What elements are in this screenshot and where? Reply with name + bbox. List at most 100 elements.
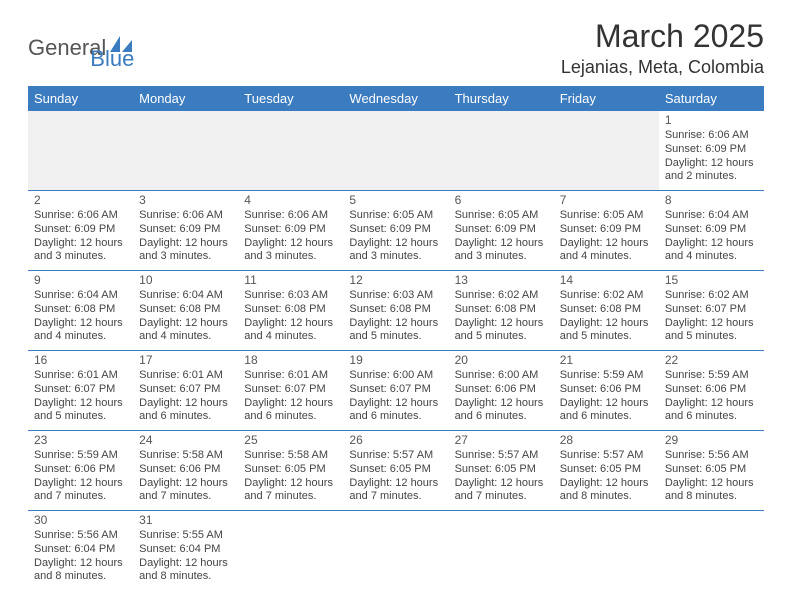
- calendar-cell: [343, 511, 448, 591]
- calendar-cell: 30Sunrise: 5:56 AMSunset: 6:04 PMDayligh…: [28, 511, 133, 591]
- sunset-text: Sunset: 6:09 PM: [349, 223, 442, 237]
- sunset-text: Sunset: 6:05 PM: [665, 463, 758, 477]
- day-number: 8: [665, 193, 758, 208]
- weekday-header: Tuesday: [238, 86, 343, 111]
- daylight-text: Daylight: 12 hours: [139, 237, 232, 251]
- sunrise-text: Sunrise: 5:56 AM: [665, 449, 758, 463]
- daylight-text: and 8 minutes.: [560, 490, 653, 504]
- daylight-text: Daylight: 12 hours: [34, 477, 127, 491]
- daylight-text: and 5 minutes.: [34, 410, 127, 424]
- sunrise-text: Sunrise: 6:06 AM: [665, 129, 758, 143]
- daylight-text: Daylight: 12 hours: [455, 397, 548, 411]
- sunset-text: Sunset: 6:06 PM: [560, 383, 653, 397]
- sunrise-text: Sunrise: 5:59 AM: [665, 369, 758, 383]
- page-header: General Blue March 2025 Lejanias, Meta, …: [28, 18, 764, 78]
- sunrise-text: Sunrise: 5:55 AM: [139, 529, 232, 543]
- weekday-header: Saturday: [659, 86, 764, 111]
- day-number: 25: [244, 433, 337, 448]
- daylight-text: Daylight: 12 hours: [349, 397, 442, 411]
- daylight-text: Daylight: 12 hours: [560, 317, 653, 331]
- sunrise-text: Sunrise: 6:06 AM: [34, 209, 127, 223]
- sunrise-text: Sunrise: 6:01 AM: [244, 369, 337, 383]
- calendar-cell: 10Sunrise: 6:04 AMSunset: 6:08 PMDayligh…: [133, 271, 238, 351]
- calendar-cell: 22Sunrise: 5:59 AMSunset: 6:06 PMDayligh…: [659, 351, 764, 431]
- daylight-text: Daylight: 12 hours: [34, 557, 127, 571]
- sunrise-text: Sunrise: 5:59 AM: [34, 449, 127, 463]
- sunset-text: Sunset: 6:09 PM: [139, 223, 232, 237]
- calendar-body: 1Sunrise: 6:06 AMSunset: 6:09 PMDaylight…: [28, 111, 764, 590]
- daylight-text: and 8 minutes.: [665, 490, 758, 504]
- sunrise-text: Sunrise: 5:57 AM: [349, 449, 442, 463]
- weekday-header: Friday: [554, 86, 659, 111]
- calendar-cell: 3Sunrise: 6:06 AMSunset: 6:09 PMDaylight…: [133, 191, 238, 271]
- sunset-text: Sunset: 6:05 PM: [244, 463, 337, 477]
- calendar-cell: 12Sunrise: 6:03 AMSunset: 6:08 PMDayligh…: [343, 271, 448, 351]
- daylight-text: Daylight: 12 hours: [665, 477, 758, 491]
- sunset-text: Sunset: 6:07 PM: [244, 383, 337, 397]
- day-number: 16: [34, 353, 127, 368]
- sunset-text: Sunset: 6:06 PM: [34, 463, 127, 477]
- calendar-cell: 17Sunrise: 6:01 AMSunset: 6:07 PMDayligh…: [133, 351, 238, 431]
- sunrise-text: Sunrise: 6:03 AM: [349, 289, 442, 303]
- sunset-text: Sunset: 6:05 PM: [560, 463, 653, 477]
- calendar-cell: [449, 111, 554, 191]
- title-block: March 2025 Lejanias, Meta, Colombia: [561, 18, 764, 78]
- day-number: 14: [560, 273, 653, 288]
- sunset-text: Sunset: 6:07 PM: [349, 383, 442, 397]
- sunrise-text: Sunrise: 5:58 AM: [139, 449, 232, 463]
- calendar-cell: 9Sunrise: 6:04 AMSunset: 6:08 PMDaylight…: [28, 271, 133, 351]
- daylight-text: Daylight: 12 hours: [244, 237, 337, 251]
- weekday-header: Wednesday: [343, 86, 448, 111]
- daylight-text: Daylight: 12 hours: [349, 317, 442, 331]
- daylight-text: Daylight: 12 hours: [455, 477, 548, 491]
- weekday-header: Thursday: [449, 86, 554, 111]
- daylight-text: Daylight: 12 hours: [349, 477, 442, 491]
- logo-text-blue: Blue: [90, 46, 134, 72]
- daylight-text: Daylight: 12 hours: [560, 237, 653, 251]
- day-number: 31: [139, 513, 232, 528]
- calendar-cell: 5Sunrise: 6:05 AMSunset: 6:09 PMDaylight…: [343, 191, 448, 271]
- sunrise-text: Sunrise: 5:58 AM: [244, 449, 337, 463]
- sunset-text: Sunset: 6:07 PM: [34, 383, 127, 397]
- daylight-text: Daylight: 12 hours: [244, 317, 337, 331]
- day-number: 19: [349, 353, 442, 368]
- calendar-cell: 31Sunrise: 5:55 AMSunset: 6:04 PMDayligh…: [133, 511, 238, 591]
- sunset-text: Sunset: 6:09 PM: [455, 223, 548, 237]
- sunrise-text: Sunrise: 6:06 AM: [244, 209, 337, 223]
- sunrise-text: Sunrise: 6:05 AM: [349, 209, 442, 223]
- calendar-row: 30Sunrise: 5:56 AMSunset: 6:04 PMDayligh…: [28, 511, 764, 591]
- day-number: 24: [139, 433, 232, 448]
- sunset-text: Sunset: 6:05 PM: [455, 463, 548, 477]
- sunset-text: Sunset: 6:04 PM: [34, 543, 127, 557]
- sunrise-text: Sunrise: 6:04 AM: [34, 289, 127, 303]
- daylight-text: and 3 minutes.: [455, 250, 548, 264]
- sunrise-text: Sunrise: 6:01 AM: [139, 369, 232, 383]
- calendar-cell: 20Sunrise: 6:00 AMSunset: 6:06 PMDayligh…: [449, 351, 554, 431]
- day-number: 13: [455, 273, 548, 288]
- day-number: 9: [34, 273, 127, 288]
- sunrise-text: Sunrise: 6:06 AM: [139, 209, 232, 223]
- calendar-cell: 11Sunrise: 6:03 AMSunset: 6:08 PMDayligh…: [238, 271, 343, 351]
- location-text: Lejanias, Meta, Colombia: [561, 57, 764, 78]
- sunrise-text: Sunrise: 6:00 AM: [455, 369, 548, 383]
- sunrise-text: Sunrise: 5:59 AM: [560, 369, 653, 383]
- calendar-cell: [238, 511, 343, 591]
- daylight-text: and 4 minutes.: [560, 250, 653, 264]
- sunrise-text: Sunrise: 6:02 AM: [455, 289, 548, 303]
- daylight-text: and 6 minutes.: [139, 410, 232, 424]
- calendar-row: 9Sunrise: 6:04 AMSunset: 6:08 PMDaylight…: [28, 271, 764, 351]
- day-number: 2: [34, 193, 127, 208]
- day-number: 12: [349, 273, 442, 288]
- calendar-cell: 6Sunrise: 6:05 AMSunset: 6:09 PMDaylight…: [449, 191, 554, 271]
- daylight-text: Daylight: 12 hours: [139, 317, 232, 331]
- calendar-cell: 4Sunrise: 6:06 AMSunset: 6:09 PMDaylight…: [238, 191, 343, 271]
- daylight-text: Daylight: 12 hours: [34, 317, 127, 331]
- daylight-text: Daylight: 12 hours: [34, 397, 127, 411]
- weekday-header-row: Sunday Monday Tuesday Wednesday Thursday…: [28, 86, 764, 111]
- daylight-text: and 4 minutes.: [665, 250, 758, 264]
- daylight-text: Daylight: 12 hours: [665, 397, 758, 411]
- calendar-cell: 7Sunrise: 6:05 AMSunset: 6:09 PMDaylight…: [554, 191, 659, 271]
- sunset-text: Sunset: 6:04 PM: [139, 543, 232, 557]
- daylight-text: and 7 minutes.: [455, 490, 548, 504]
- calendar-cell: 16Sunrise: 6:01 AMSunset: 6:07 PMDayligh…: [28, 351, 133, 431]
